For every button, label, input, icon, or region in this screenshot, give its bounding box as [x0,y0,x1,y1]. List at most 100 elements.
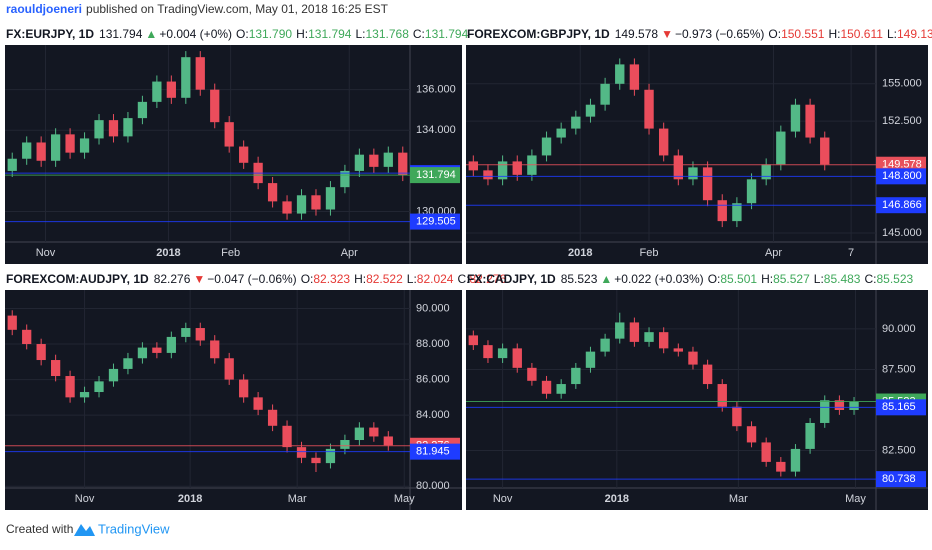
ohlc-label: C: [457,272,469,286]
candle [820,131,830,171]
x-tick-label: 2018 [568,247,592,259]
candle-body [123,358,133,369]
candle [468,330,479,350]
candle-body [152,347,162,353]
candle-body [354,154,365,171]
candle [239,140,249,169]
candle [571,110,581,135]
candle-body [137,101,148,119]
candle [152,75,162,108]
symbol: FX:CADJPY, 1D [467,272,556,286]
candle [65,370,75,403]
last-price: 85.523 [561,272,598,286]
candle [282,420,292,453]
candle [702,359,713,389]
candle [629,317,640,347]
price-label: 80.738 [882,473,916,485]
candle [688,346,698,370]
x-tick-label: Mar [288,493,307,505]
candle-body [468,161,479,171]
footer-created: Created with [6,522,73,536]
ohlc-value: 149.131 [897,27,932,41]
candle-body [340,440,350,449]
x-tick-label: Nov [75,493,95,505]
candle [644,83,654,135]
ohlc-label: O: [708,272,721,286]
candle-body [239,379,249,398]
candle-body [761,442,771,462]
x-tick-label: 2018 [178,493,202,505]
candle [50,354,61,382]
candle [468,155,479,177]
candle [22,324,32,350]
candle-body [7,158,17,171]
candle-body [195,57,205,90]
x-tick-label: 7 [848,247,854,259]
price-label: 81.945 [416,446,450,458]
candle-body [746,426,757,443]
candle-body [776,461,786,472]
candle-body [688,351,698,365]
candle [354,148,365,178]
published: published on TradingView.com, May 01, 20… [86,2,389,16]
x-tick-label: Apr [765,247,782,259]
candle [556,379,566,399]
candle-body [50,360,61,377]
candle-body [805,104,815,138]
candle-body [571,367,581,385]
footer-brand[interactable]: TradingView [98,521,170,536]
candle-body [629,64,640,90]
price-label: 129.505 [416,215,456,227]
candle [717,194,727,228]
candle [673,343,684,357]
candle-body [615,64,625,84]
x-tick-label: Feb [640,247,659,259]
candle-body [732,203,742,222]
candle-body [658,128,669,156]
price-label: 85.165 [882,401,916,413]
symbol-line: FOREXCOM:AUDJPY, 1D 82.276 ▼ −0.047 (−0.06%… [6,272,507,286]
candle-body [629,322,640,342]
ohlc-value: 82.323 [313,272,350,286]
candle [571,362,581,389]
ohlc-value: 85.483 [824,272,861,286]
x-tick-label: Nov [36,247,56,259]
candle-body [483,345,493,359]
price-label: 131.794 [416,169,456,181]
candle [108,363,119,387]
candle [383,146,393,173]
candle-body [224,358,234,380]
candle-body [556,128,566,138]
candle [658,122,669,162]
candle [224,116,234,153]
author[interactable]: raouldjoeneri [6,2,82,16]
candle-body [571,116,581,129]
ohlc-label: H: [828,27,840,41]
candle-body [497,348,508,359]
candle-body [210,89,220,123]
candle-body [383,436,393,446]
candle [123,352,133,375]
chart-panel: FOREXCOM:AUDJPY, 1D 82.276 ▼ −0.047 (−0.06%… [5,272,507,510]
candle-body [267,183,278,202]
candle [166,331,176,359]
chart-background [466,45,928,264]
chart-panel: FX:CADJPY, 1D 85.523 ▲ +0.022 (+0.03%) O:85.… [466,272,928,510]
candle-body [673,348,684,352]
candle [541,375,552,399]
price-label-bg [876,471,926,488]
x-tick-label: 2018 [605,493,629,505]
candle-body [65,376,75,398]
candle [615,312,625,344]
candle-body [512,161,522,175]
y-tick-label: 155.000 [882,78,922,90]
y-tick-label: 145.000 [882,227,922,239]
tv-logo[interactable] [74,524,95,536]
candle-body [340,170,350,188]
candle-body [644,89,654,129]
candle [296,189,307,220]
candle [600,77,610,111]
ohlc-label: H: [296,27,308,41]
ohlc-value: 85.523 [876,272,913,286]
candle [79,386,90,403]
